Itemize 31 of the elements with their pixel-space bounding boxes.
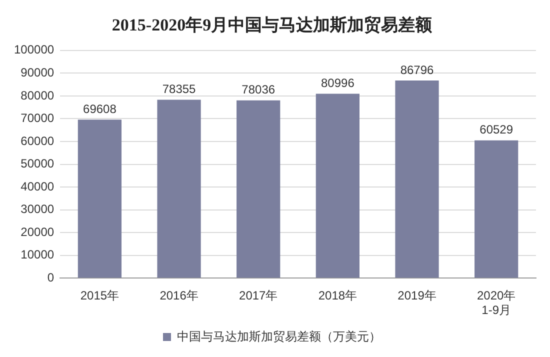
y-tick-label: 90000 <box>20 65 54 80</box>
legend-label: 中国与马达加斯加贸易差额（万美元） <box>177 329 381 344</box>
data-label: 80996 <box>320 76 355 90</box>
x-tick-label: 2016年 <box>160 288 198 303</box>
bar <box>395 80 439 278</box>
bar <box>236 100 280 278</box>
data-label: 78355 <box>162 82 196 96</box>
y-tick-label: 30000 <box>20 202 54 216</box>
x-tick-label: 2018年 <box>318 288 358 303</box>
data-label: 86796 <box>400 62 434 77</box>
y-tick-label: 50000 <box>20 156 54 171</box>
x-tick-label: 2015年 <box>80 288 120 303</box>
bar <box>474 140 518 278</box>
x-tick-label: 2020年 1-9月 <box>476 288 516 318</box>
data-label: 69608 <box>83 102 117 116</box>
bar <box>78 120 122 278</box>
data-label: 60529 <box>480 122 514 137</box>
chart-title: 2015-2020年9月中国与马达加斯加贸易差额 <box>112 16 434 35</box>
y-tick-label: 0 <box>47 270 54 285</box>
y-tick-label: 60000 <box>20 134 54 148</box>
y-tick-label: 20000 <box>20 224 54 239</box>
y-tick-label: 100000 <box>14 42 54 57</box>
y-tick-label: 40000 <box>20 179 54 194</box>
data-label: 78036 <box>242 82 276 97</box>
bar <box>157 100 201 278</box>
bar <box>316 94 360 278</box>
y-tick-label: 80000 <box>20 88 54 102</box>
x-tick-label: 2017年 <box>239 288 278 303</box>
y-tick-label: 10000 <box>20 248 54 262</box>
x-tick-label: 2019年 <box>398 288 436 303</box>
y-tick-label: 70000 <box>20 111 54 126</box>
